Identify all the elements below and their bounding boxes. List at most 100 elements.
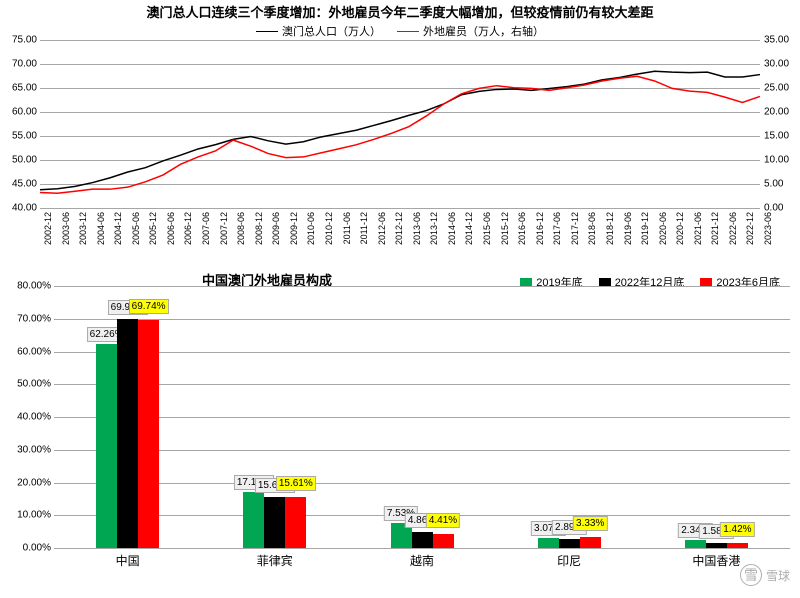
bar-label: 3.33% <box>573 516 607 531</box>
bar-y2019 <box>243 492 264 548</box>
xtick: 2004-12 <box>113 212 123 245</box>
gridline <box>54 417 790 418</box>
xtick: 2007-06 <box>201 212 211 245</box>
line-chart-title: 澳门总人口连续三个季度增加：外地雇员今年二季度大幅增加，但较疫情前仍有较大差距 <box>2 2 798 21</box>
ytick-left: 75.00 <box>12 35 37 46</box>
line-plot-area <box>40 40 760 208</box>
xtick: 2019-06 <box>623 212 633 245</box>
xtick: 2015-06 <box>482 212 492 245</box>
xtick: 2020-06 <box>658 212 668 245</box>
gridline <box>54 548 790 549</box>
ytick-right: 15.00 <box>764 131 789 142</box>
xtick: 2014-06 <box>447 212 457 245</box>
xtick: 2017-06 <box>552 212 562 245</box>
xtick: 2009-12 <box>289 212 299 245</box>
watermark: 雪 雪球 <box>740 564 790 586</box>
ytick: 70.00% <box>17 313 51 324</box>
xtick: 2006-06 <box>166 212 176 245</box>
bar-y2022 <box>117 319 138 548</box>
xtick: 2012-12 <box>394 212 404 245</box>
xtick: 2015-12 <box>500 212 510 245</box>
ytick-right: 35.00 <box>764 35 789 46</box>
ytick-right: 10.00 <box>764 155 789 166</box>
xtick: 2011-06 <box>342 212 352 244</box>
bar-label: 69.74% <box>129 299 169 314</box>
legend-item-foreign: 外地雇员（万人，右轴） <box>397 23 544 39</box>
xtick: 2003-06 <box>61 212 71 245</box>
xtick: 2005-12 <box>148 212 158 245</box>
xtick: 2003-12 <box>78 212 88 245</box>
xtick: 2013-06 <box>412 212 422 245</box>
legend-swatch-foreign <box>397 31 419 32</box>
bar-y2023 <box>580 537 601 548</box>
ytick: 30.00% <box>17 444 51 455</box>
bar-y2022 <box>412 532 433 548</box>
xtick: 2022-12 <box>745 212 755 245</box>
xtick: 2018-12 <box>605 212 615 245</box>
ytick-left: 70.00 <box>12 59 37 70</box>
ytick-right: 5.00 <box>764 179 783 190</box>
gridline <box>54 352 790 353</box>
xtick: 印尼 <box>557 552 581 569</box>
xtick: 2019-12 <box>640 212 650 245</box>
bar-y2023 <box>727 543 748 548</box>
legend-swatch-pop <box>256 31 278 32</box>
xtick: 2007-12 <box>219 212 229 245</box>
xtick: 2009-06 <box>271 212 281 245</box>
xtick: 2008-12 <box>254 212 264 245</box>
bar-label: 1.42% <box>720 522 754 537</box>
xtick: 2002-12 <box>43 212 53 245</box>
bar-y2023 <box>433 534 454 548</box>
xtick: 2020-12 <box>675 212 685 245</box>
legend-item-pop: 澳门总人口（万人） <box>256 23 381 39</box>
xtick: 越南 <box>410 552 434 569</box>
ytick-right: 30.00 <box>764 59 789 70</box>
xtick: 2013-12 <box>429 212 439 245</box>
bar-y2019 <box>685 540 706 548</box>
ytick: 50.00% <box>17 379 51 390</box>
bar-y2022 <box>559 539 580 548</box>
xtick: 中国香港 <box>692 552 740 569</box>
ytick: 0.00% <box>23 543 51 554</box>
gridline <box>54 450 790 451</box>
xtick: 2008-06 <box>236 212 246 245</box>
bar-plot-area: 62.26%69.92%69.74%17.19%15.67%15.61%7.53… <box>54 286 790 548</box>
bar-y2019 <box>538 538 559 548</box>
ytick-left: 45.00 <box>12 179 37 190</box>
gridline <box>40 208 760 209</box>
bar-y2022 <box>264 497 285 548</box>
xtick: 2012-06 <box>377 212 387 245</box>
ytick-left: 55.00 <box>12 131 37 142</box>
bar-y2022 <box>706 543 727 548</box>
bar-y2023 <box>285 497 306 548</box>
ytick-right: 25.00 <box>764 83 789 94</box>
gridline <box>54 286 790 287</box>
line-series-svg <box>40 40 760 208</box>
bar-label: 15.61% <box>276 476 316 491</box>
xtick: 2017-12 <box>570 212 580 245</box>
bar-y2023 <box>138 320 159 548</box>
xtick: 2005-06 <box>131 212 141 245</box>
xtick: 菲律宾 <box>257 552 293 569</box>
ytick: 60.00% <box>17 346 51 357</box>
xtick: 2011-12 <box>359 212 369 244</box>
ytick-left: 40.00 <box>12 203 37 214</box>
xtick: 2021-12 <box>710 212 720 245</box>
series-foreign <box>40 76 760 193</box>
xtick: 2018-06 <box>587 212 597 245</box>
legend-label-pop: 澳门总人口（万人） <box>282 23 381 39</box>
ytick-left: 50.00 <box>12 155 37 166</box>
ytick: 40.00% <box>17 412 51 423</box>
xtick: 中国 <box>116 552 140 569</box>
xtick: 2014-12 <box>464 212 474 245</box>
ytick-left: 65.00 <box>12 83 37 94</box>
legend-label-foreign: 外地雇员（万人，右轴） <box>423 23 544 39</box>
watermark-text: 雪球 <box>766 567 790 584</box>
xtick: 2022-06 <box>728 212 738 245</box>
ytick-right: 20.00 <box>764 107 789 118</box>
gridline <box>54 483 790 484</box>
gridline <box>54 319 790 320</box>
xtick: 2010-12 <box>324 212 334 245</box>
line-chart: 澳门总人口连续三个季度增加：外地雇员今年二季度大幅增加，但较疫情前仍有较大差距 … <box>2 0 798 270</box>
xtick: 2016-06 <box>517 212 527 245</box>
